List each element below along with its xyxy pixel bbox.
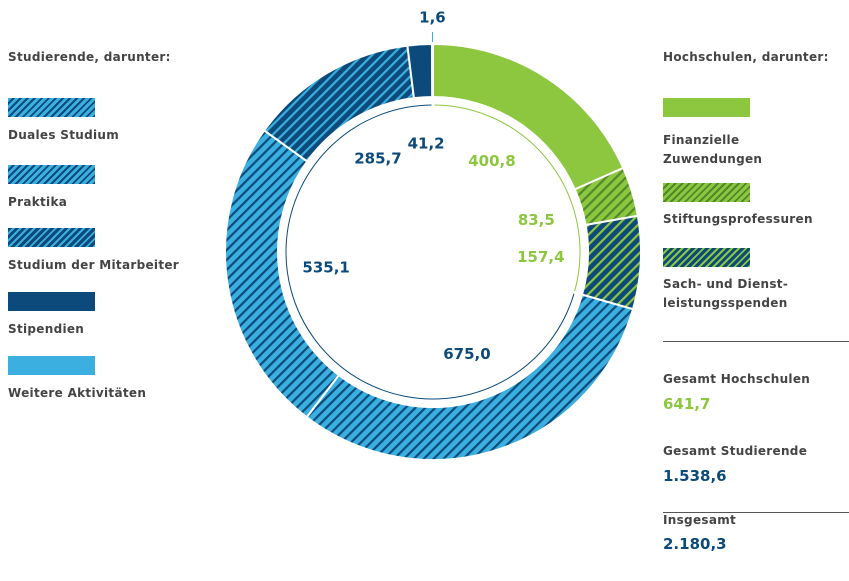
legend-swatch <box>663 183 750 202</box>
legend-label: Duales Studium <box>8 128 120 142</box>
legend-swatch <box>8 165 95 184</box>
data-label: 83,5 <box>518 211 555 229</box>
legend-label: Studium der Mitarbeiter <box>8 258 180 272</box>
divider <box>663 512 849 513</box>
legend-swatch <box>8 228 95 247</box>
data-label: 41,2 <box>408 135 445 153</box>
data-label: 157,4 <box>517 248 564 266</box>
inner-arc <box>434 104 581 292</box>
legend-label: Weitere Aktivitäten <box>8 386 147 400</box>
legend-title: Studierende, darunter: <box>8 50 171 64</box>
total-value: 1.538,6 <box>663 467 727 485</box>
legend-label: Sach- und Dienst-leistungsspenden <box>663 277 789 310</box>
donut-segment <box>580 214 642 311</box>
donut-segment <box>432 42 625 191</box>
data-label: 400,8 <box>468 152 515 170</box>
data-label: 1,6 <box>419 9 446 27</box>
legend-swatch <box>8 98 95 117</box>
legend-label: Stipendien <box>8 322 85 336</box>
total-label: Insgesamt <box>663 513 737 527</box>
data-label: 675,0 <box>443 345 490 363</box>
legend-label: Stiftungsprofessuren <box>663 212 813 226</box>
legend-swatch <box>8 292 95 311</box>
legend-label: Praktika <box>8 195 68 209</box>
donut-segment <box>431 42 434 99</box>
total-label: Gesamt Studierende <box>663 444 808 458</box>
legend-swatch <box>8 356 95 375</box>
grand-total-value: 2.180,3 <box>663 535 727 553</box>
total-value: 641,7 <box>663 395 711 413</box>
legend-title: Hochschulen, darunter: <box>663 50 829 64</box>
legend-label: Finanzielle Zuwendungen <box>663 133 763 166</box>
inner-arc <box>285 104 575 400</box>
data-label: 535,1 <box>302 258 349 276</box>
legend-swatch <box>663 248 750 267</box>
total-label: Gesamt Hochschulen <box>663 372 811 386</box>
donut-segment <box>262 44 416 163</box>
data-label: 285,7 <box>354 150 401 168</box>
legend-swatch <box>663 98 750 117</box>
divider <box>663 341 849 342</box>
